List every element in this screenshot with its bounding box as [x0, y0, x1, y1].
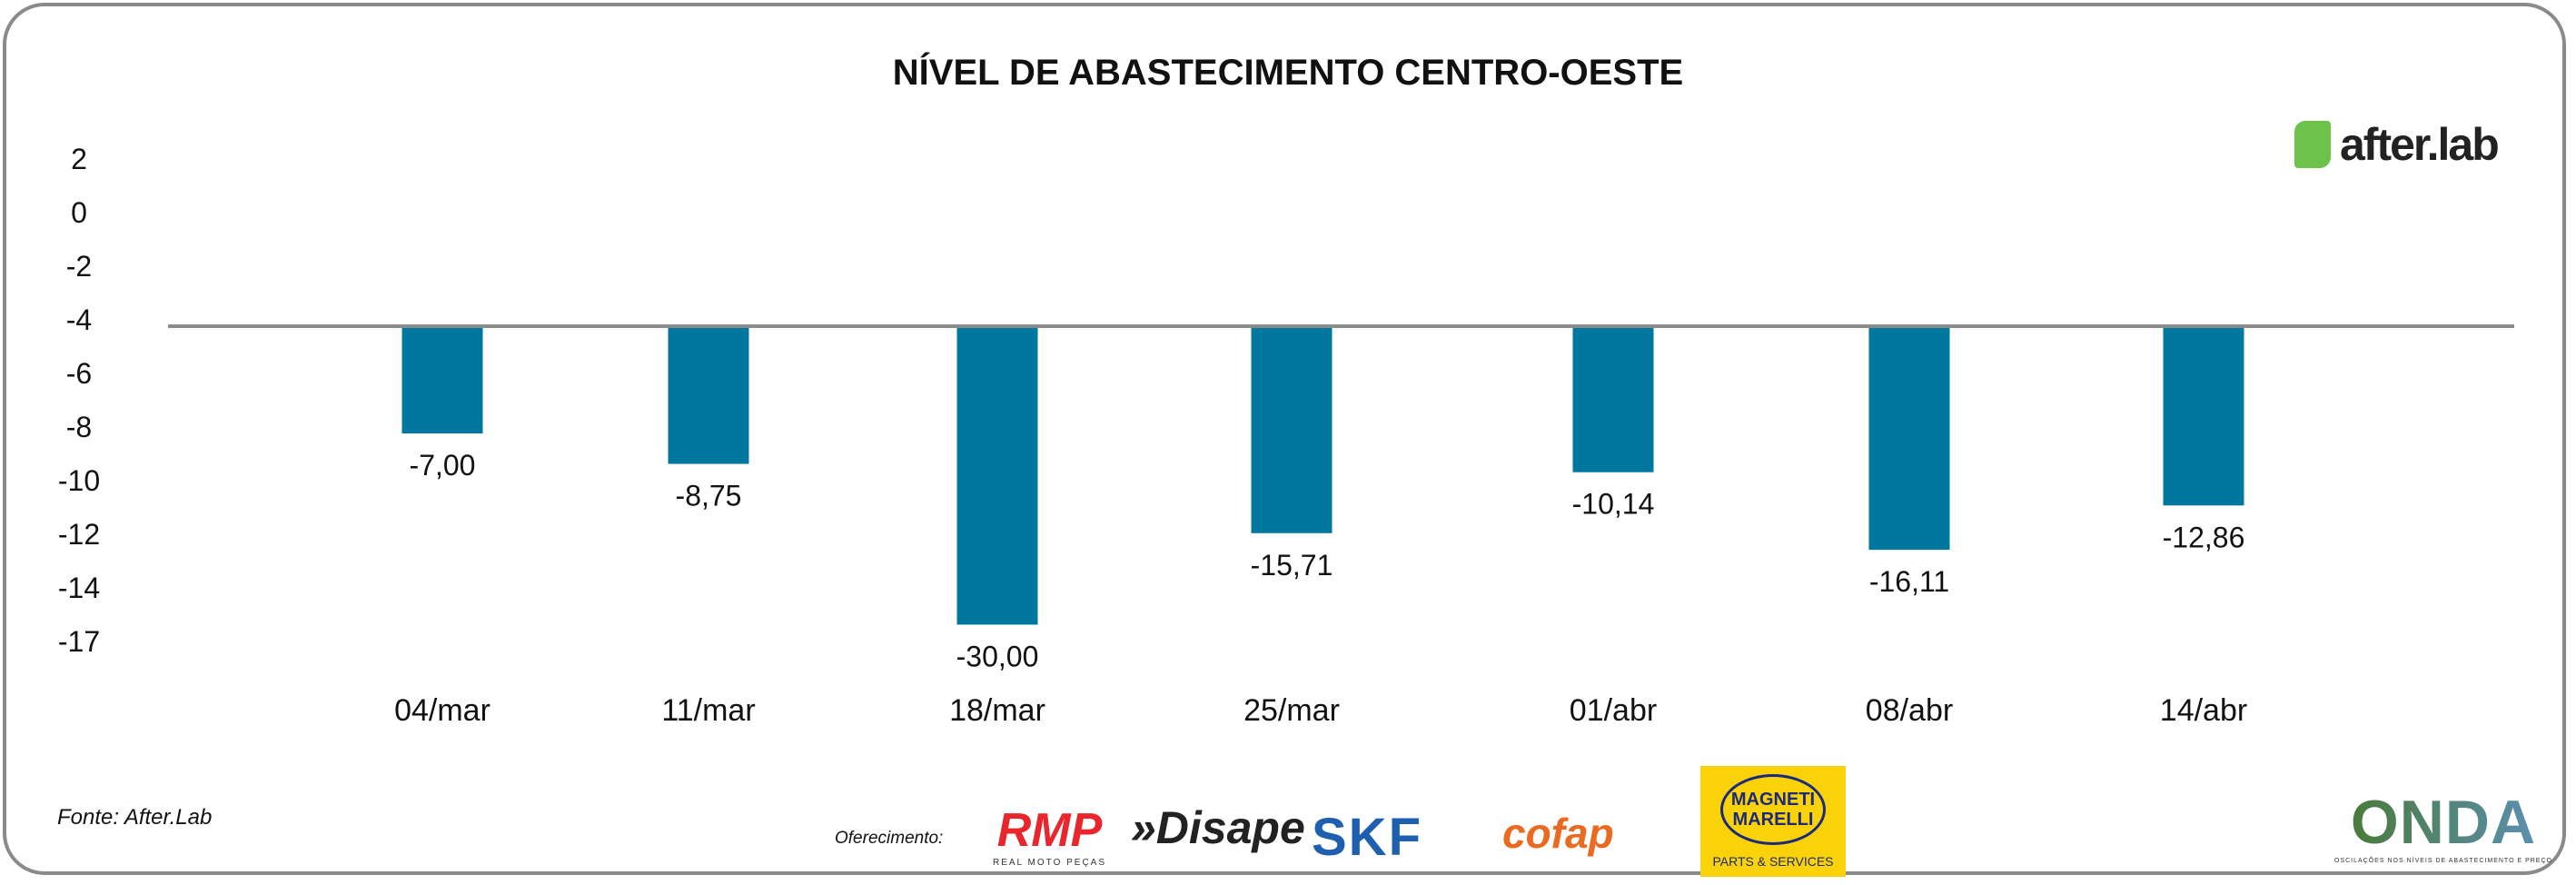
bar — [401, 326, 483, 433]
value-label: -8,75 — [676, 480, 742, 512]
value-label: -12,86 — [2163, 521, 2245, 553]
onda-text: ONDA — [2350, 788, 2537, 857]
y-tick-label: -2 — [66, 250, 92, 283]
bar — [2163, 326, 2244, 506]
disape-logo: »Disape — [1131, 802, 1305, 853]
chart-title: NÍVEL DE ABASTECIMENTO CENTRO-OESTE — [892, 53, 1684, 93]
magneti-text: MAGNETI — [1730, 790, 1816, 810]
rmp-logo: RMP REAL MOTO PEÇAS — [993, 803, 1106, 868]
x-tick-label: 25/mar — [1243, 693, 1340, 728]
magneti-subtext: PARTS & SERVICES — [1712, 854, 1834, 869]
value-label: -7,00 — [410, 449, 476, 482]
x-tick-label: 11/mar — [661, 693, 755, 728]
bar — [1251, 326, 1333, 533]
cofap-logo: cofap — [1502, 810, 1614, 857]
x-tick-label: 04/mar — [394, 693, 490, 728]
y-tick-label: -17 — [58, 625, 100, 658]
x-tick-label: 08/abr — [1866, 693, 1953, 728]
onda-subtext: OSCILAÇÕES NOS NÍVEIS DE ABASTECIMENTO E… — [2334, 858, 2552, 864]
magneti-marelli-logo: MAGNETI MARELLI PARTS & SERVICES — [1700, 766, 1846, 877]
bar — [1572, 326, 1654, 472]
y-tick-label: -4 — [66, 303, 92, 336]
bar — [668, 326, 749, 464]
skf-logo: SKF — [1312, 808, 1422, 867]
source-note: Fonte: After.Lab — [57, 805, 213, 830]
sponsor-label: Oferecimento: — [835, 829, 944, 848]
x-tick-label: 01/abr — [1570, 693, 1657, 728]
y-tick-label: -10 — [58, 464, 100, 497]
y-tick-label: 2 — [71, 143, 87, 175]
value-label: -16,11 — [1869, 565, 1949, 598]
y-tick-label: -14 — [58, 572, 100, 604]
afterlab-logo: after.lab — [2294, 118, 2500, 171]
marelli-text: MARELLI — [1732, 810, 1814, 830]
value-label: -10,14 — [1572, 488, 1655, 521]
afterlab-text: after.lab — [2340, 119, 2500, 170]
rmp-text: RMP — [996, 804, 1103, 857]
afterlab-mark-icon — [2294, 121, 2331, 168]
rmp-subtext: REAL MOTO PEÇAS — [993, 858, 1107, 868]
card-frame — [3, 3, 2566, 875]
y-tick-label: -12 — [58, 518, 100, 551]
value-label: -30,00 — [956, 640, 1039, 672]
onda-logo: ONDA OSCILAÇÕES NOS NÍVEIS DE ABASTECIMEN… — [2334, 787, 2552, 864]
y-tick-label: 0 — [71, 196, 87, 229]
y-tick-label: -6 — [66, 357, 92, 390]
bar — [956, 326, 1038, 625]
x-tick-label: 14/abr — [2160, 693, 2247, 728]
y-tick-label: -8 — [66, 411, 92, 443]
bar — [1868, 326, 1950, 551]
magneti-ring: MAGNETI MARELLI — [1720, 774, 1826, 845]
x-tick-label: 18/mar — [949, 693, 1045, 728]
value-label: -15,71 — [1251, 549, 1333, 582]
